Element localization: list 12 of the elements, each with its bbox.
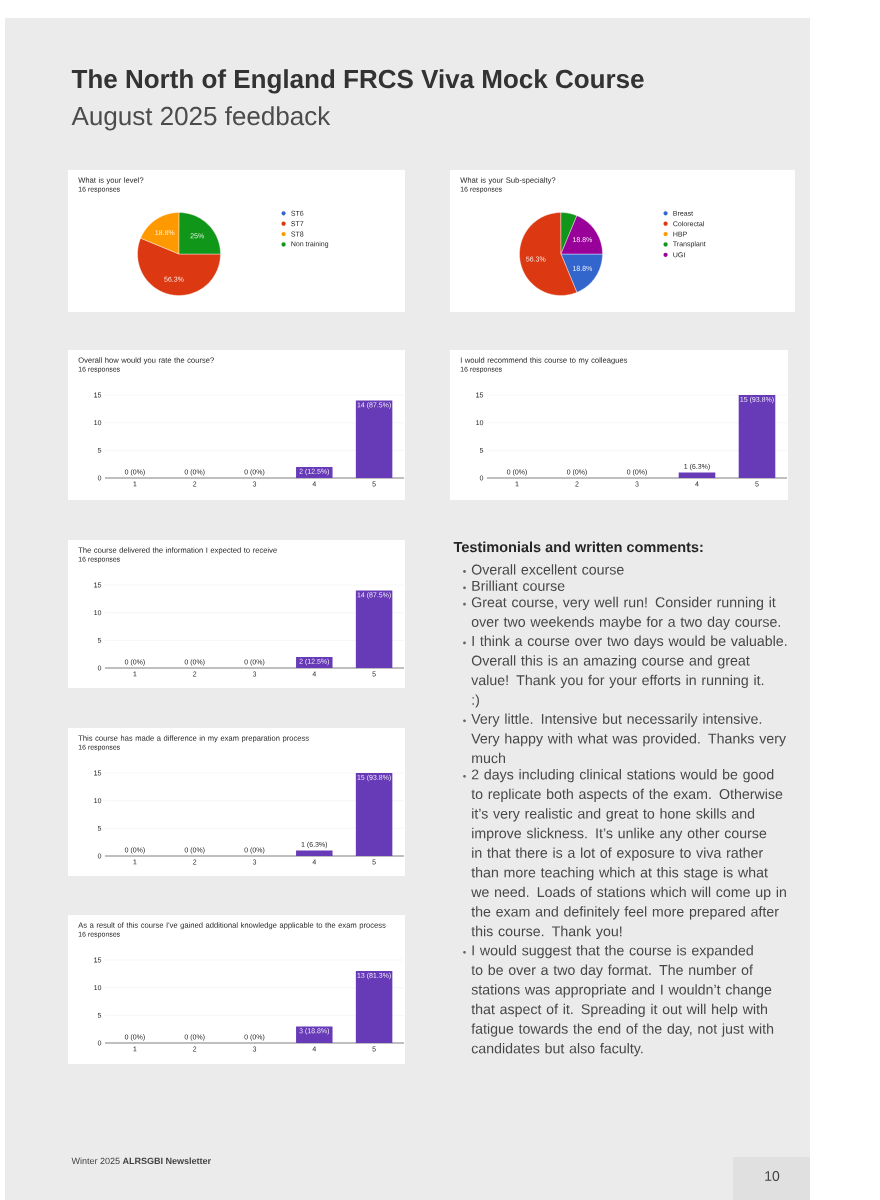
text: Winter 2025 ALRSGBI Newsletter — [71, 1157, 211, 1165]
text: 2 days including clinical stations would be good to replicate both aspects of the exam. Otherwise it’s very realistic and great to hone skills and improve slickness. It’s unlike any other course in that there is a lot of exposure to viva rather than more teaching which at this stage is what we need. Loads of stations which will come up in the exam and definitely feel more prepared after this course. Thank you! — [471, 769, 786, 940]
text: Very little. Intensive but necessarily intensive. Very happy with what was provided. Thanks very much — [471, 713, 787, 764]
text: The North of England FRCS Viva Mock Course — [71, 69, 644, 94]
text: August 2025 feedback — [71, 106, 331, 131]
text: Testimonials and written comments: — [453, 541, 703, 553]
text: 10 — [765, 1171, 780, 1181]
text: I think a course over two days would be valuable. Overall this is an amazing course and great value! Thank you for your efforts in running it. :) — [471, 635, 787, 708]
text: Great course, very well run! Consider running it over two weekends maybe for a two day course. — [471, 596, 781, 630]
text: Brilliant course — [472, 580, 565, 591]
text: Overall excellent course — [471, 564, 624, 575]
text: I would suggest that the course is expanded to be over a two day format. The number of stations was appropriate and I wouldn’t change that aspect of it. Spreading it out will help with fatigue towards the end of the day, not just with candidates but also faculty. — [471, 945, 774, 1057]
